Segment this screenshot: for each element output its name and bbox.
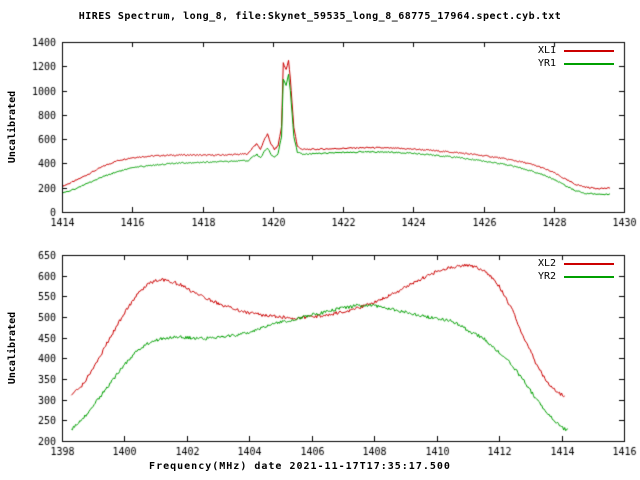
legend-entry-yr1: YR1 bbox=[538, 58, 614, 69]
legend-top-chart: XL1 YR1 bbox=[538, 45, 614, 69]
x-axis-label: Frequency(MHz) date 2021-11-17T17:35:17.… bbox=[149, 461, 451, 472]
legend-label-xl1: XL1 bbox=[537, 45, 556, 56]
legend-label-yr1: YR1 bbox=[537, 58, 556, 69]
bottom-y-axis-label: Uncalibrated bbox=[7, 311, 18, 385]
legend-line-sample-xl2 bbox=[564, 262, 614, 265]
legend-entry-yr2: YR2 bbox=[538, 271, 614, 282]
legend-line-sample-xl1 bbox=[564, 49, 614, 52]
legend-label-xl2: XL2 bbox=[537, 258, 556, 269]
legend-bottom-chart: XL2 YR2 bbox=[538, 258, 614, 282]
legend-entry-xl2: XL2 bbox=[538, 258, 614, 269]
chart-title: HIRES Spectrum, long_8, file:Skynet_5953… bbox=[78, 11, 562, 22]
legend-label-yr2: YR2 bbox=[537, 271, 556, 282]
legend-entry-xl1: XL1 bbox=[538, 45, 614, 56]
top-y-axis-label: Uncalibrated bbox=[7, 90, 18, 164]
legend-line-sample-yr2 bbox=[564, 275, 614, 278]
legend-line-sample-yr1 bbox=[564, 62, 614, 65]
